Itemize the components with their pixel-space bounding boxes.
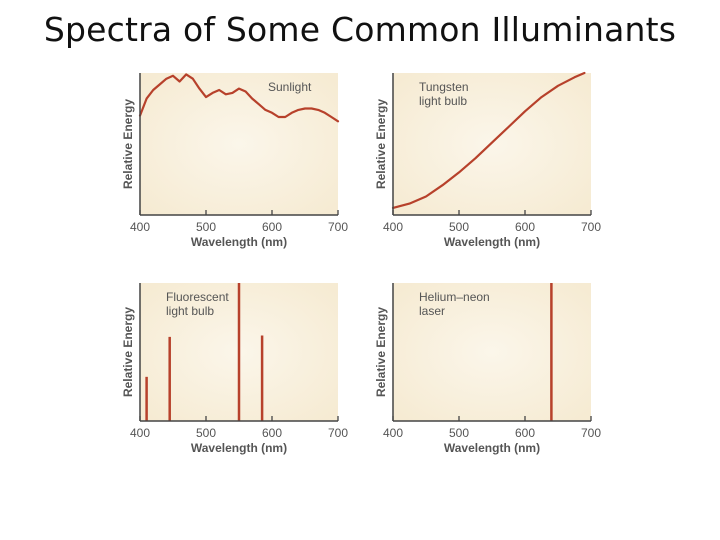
annotation-line: light bulb <box>419 94 467 108</box>
x-tick-label: 700 <box>328 426 348 440</box>
slide-title: Spectra of Some Common Illuminants <box>43 10 677 49</box>
x-axis-label: Wavelength (nm) <box>191 441 287 455</box>
x-tick-label: 500 <box>196 426 216 440</box>
plot-background <box>140 73 338 215</box>
x-tick-label: 600 <box>262 220 282 234</box>
x-tick-label: 700 <box>328 220 348 234</box>
chart-panel-2: 400 500 600 700 Wavelength (nm) Relative Ener… <box>374 71 601 249</box>
x-tick-label: 500 <box>196 220 216 234</box>
y-axis-label: Relative Energy <box>374 307 388 397</box>
plot-background <box>393 283 591 421</box>
x-tick-label: 700 <box>581 220 601 234</box>
annotation-line: laser <box>419 304 445 318</box>
annotation-line: Tungsten <box>419 80 469 94</box>
series-line <box>138 73 340 123</box>
y-axis-label: Relative Energy <box>374 99 388 189</box>
chart-panel-3: 400 500 600 700 Wavelength (nm) Relative Ener… <box>121 283 348 455</box>
x-tick-label: 400 <box>383 426 403 440</box>
annotation-line: Fluorescent <box>166 290 229 304</box>
x-axis-label: Wavelength (nm) <box>444 235 540 249</box>
annotation-line: Sunlight <box>268 80 312 94</box>
y-axis-label: Relative Energy <box>121 307 135 397</box>
x-tick-label: 500 <box>449 426 469 440</box>
chart-annotation: Sunlight <box>268 80 312 94</box>
x-tick-label: 600 <box>262 426 282 440</box>
x-tick-label: 600 <box>515 220 535 234</box>
x-tick-label: 500 <box>449 220 469 234</box>
chart-panel-4: 400 500 600 700 Wavelength (nm) Relative Ener… <box>374 283 601 455</box>
chart-annotation: Helium–neon laser <box>419 290 490 318</box>
annotation-line: Helium–neon <box>419 290 490 304</box>
annotation-line: light bulb <box>166 304 214 318</box>
x-axis-label: Wavelength (nm) <box>444 441 540 455</box>
chart-annotation: Fluorescent light bulb <box>166 290 229 318</box>
y-axis-label: Relative Energy <box>121 99 135 189</box>
x-tick-label: 400 <box>130 220 150 234</box>
chart-panel-1: 400 500 600 700 Wavelength (nm) Relative Ener… <box>121 73 348 249</box>
x-tick-label: 600 <box>515 426 535 440</box>
series-line <box>391 71 586 209</box>
chart-annotation: Tungsten light bulb <box>419 80 469 108</box>
x-tick-label: 400 <box>130 426 150 440</box>
x-tick-label: 400 <box>383 220 403 234</box>
x-tick-label: 700 <box>581 426 601 440</box>
x-axis-label: Wavelength (nm) <box>191 235 287 249</box>
